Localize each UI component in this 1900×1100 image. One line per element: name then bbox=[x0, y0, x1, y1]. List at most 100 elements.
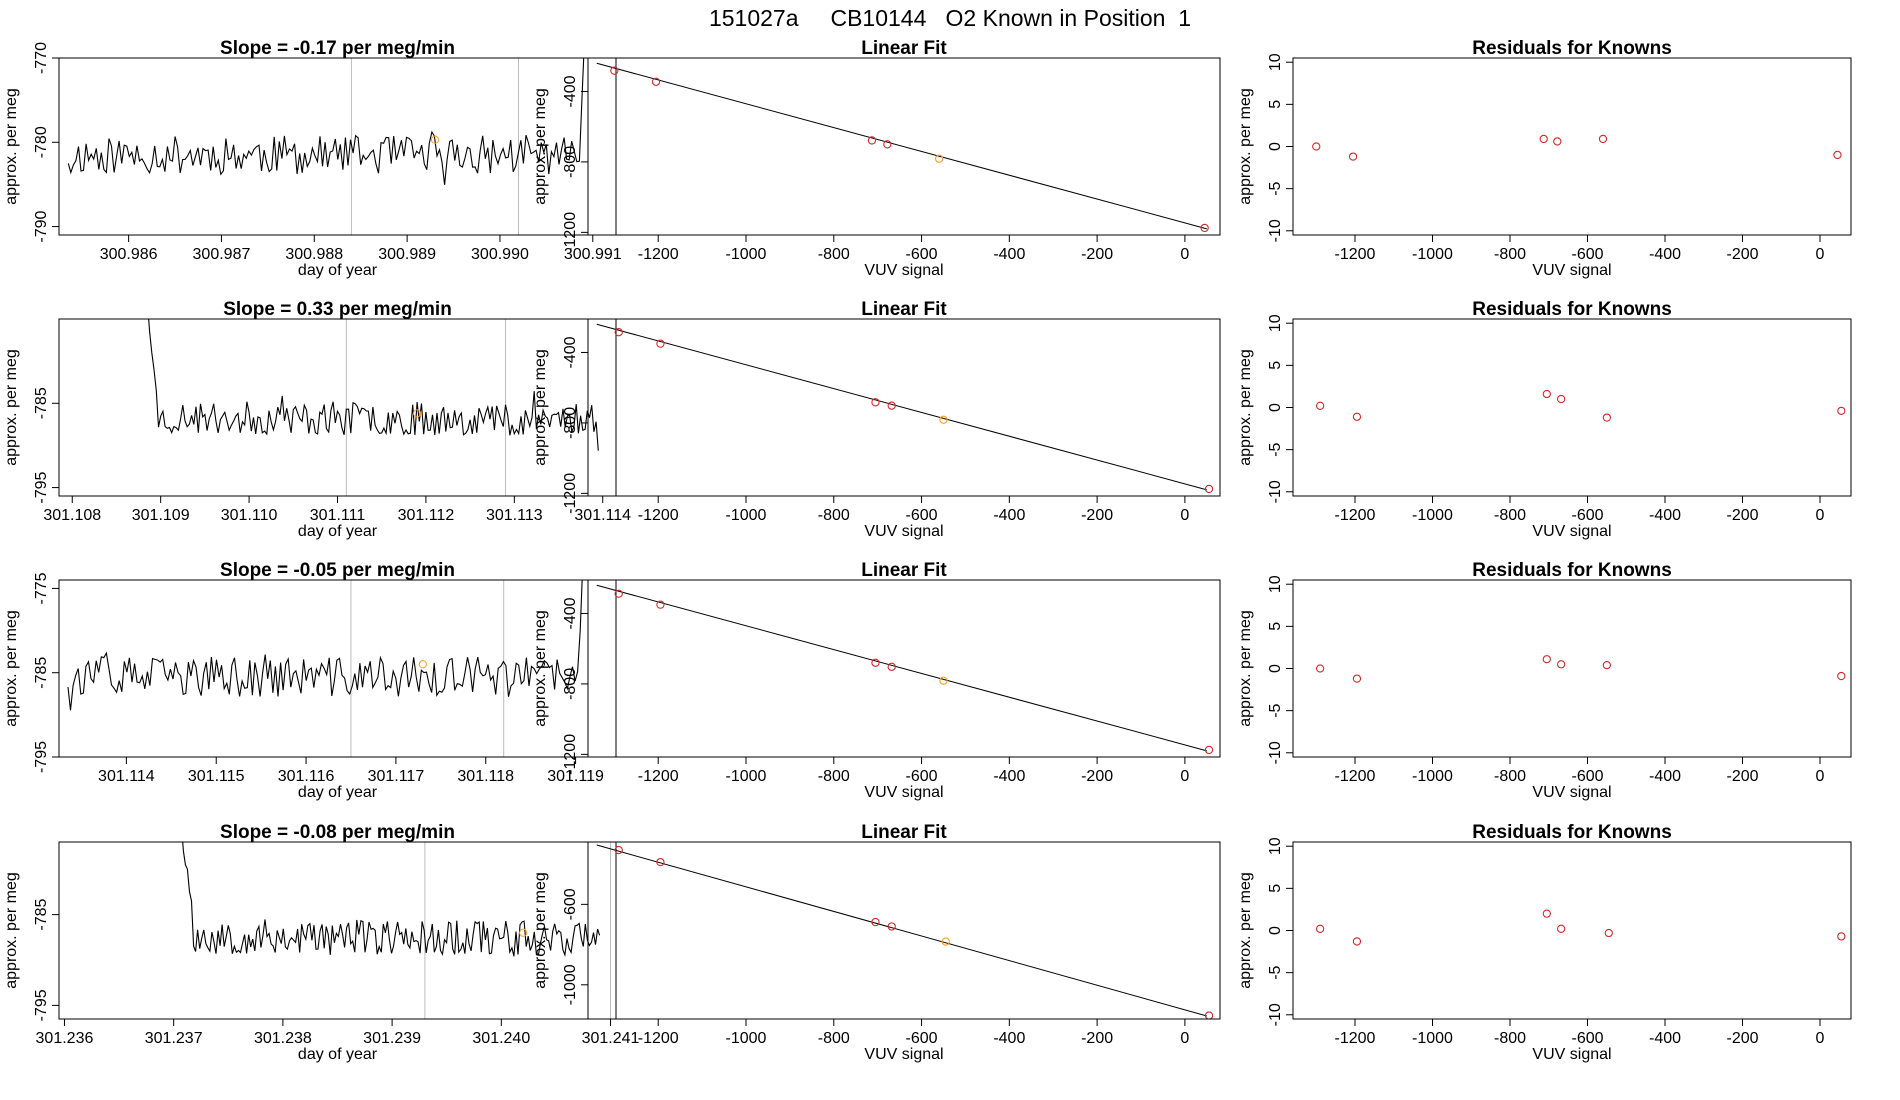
plot-frame bbox=[58, 579, 617, 758]
y-tick-label: -800 bbox=[562, 407, 579, 439]
y-axis-label: approx. per meg bbox=[532, 349, 549, 466]
x-tick-label: 301.110 bbox=[221, 507, 278, 524]
plot-frame bbox=[1292, 57, 1852, 236]
y-tick-label: 5 bbox=[1267, 361, 1284, 370]
data-point bbox=[1315, 664, 1325, 673]
x-tick-label: -200 bbox=[1726, 507, 1758, 524]
x-tick-label: -1200 bbox=[1335, 507, 1376, 524]
panel-fit2: Linear Fit -1200 -1000 -800 -600 -400 -200 0 -12… bbox=[532, 299, 1221, 540]
x-tick-label: -800 bbox=[1494, 1030, 1526, 1047]
x-tick-label: -1000 bbox=[726, 507, 767, 524]
x-tick-label: 301.114 bbox=[574, 507, 631, 524]
figure-title: 151027a CB10144 O2 Known in Position 1 bbox=[709, 5, 1191, 31]
plot-frame bbox=[58, 318, 617, 497]
x-tick-label: -200 bbox=[1081, 507, 1113, 524]
x-tick-label: -400 bbox=[1649, 1030, 1681, 1047]
y-tick-label: -10 bbox=[1267, 1003, 1284, 1026]
panel-res2: Residuals for Knowns-1200 -1000 -800 -600 -4… bbox=[1237, 299, 1852, 540]
x-tick-label: -200 bbox=[1081, 1030, 1113, 1047]
x-tick-label: -200 bbox=[1726, 1030, 1758, 1047]
data-point bbox=[610, 66, 619, 75]
x-tick-label: -400 bbox=[1649, 246, 1681, 263]
x-tick-label: -400 bbox=[993, 768, 1025, 785]
data-point bbox=[614, 845, 623, 855]
series-line bbox=[67, 58, 585, 185]
y-tick-label: 0 bbox=[1267, 926, 1284, 935]
x-tick-label: 0 bbox=[1180, 768, 1189, 785]
y-tick-label: 0 bbox=[1267, 664, 1284, 673]
y-tick-label: -780 bbox=[33, 126, 50, 158]
data-point bbox=[1348, 152, 1358, 161]
x-tick-label: -200 bbox=[1081, 246, 1113, 263]
data-point bbox=[1602, 413, 1612, 422]
data-point bbox=[871, 917, 880, 927]
x-tick-label: 300.991 bbox=[564, 246, 622, 263]
x-tick-label: -1000 bbox=[726, 246, 767, 263]
data-point bbox=[1837, 671, 1846, 681]
plot-area bbox=[67, 58, 585, 235]
fit-line bbox=[596, 584, 1207, 752]
y-tick-label: -785 bbox=[33, 899, 50, 931]
x-tick-label: -200 bbox=[1081, 768, 1113, 785]
x-tick-label: 301.111 bbox=[310, 507, 366, 524]
data-point bbox=[656, 339, 665, 348]
data-point bbox=[1557, 924, 1566, 933]
x-tick-label: -400 bbox=[1649, 768, 1681, 785]
highlight-point bbox=[939, 415, 948, 424]
x-tick-label: -1000 bbox=[1412, 246, 1453, 263]
data-point bbox=[614, 328, 623, 337]
x-tick-label: -1200 bbox=[1335, 768, 1376, 785]
data-point bbox=[887, 662, 896, 671]
x-axis-label: VUV signal bbox=[1532, 523, 1611, 540]
x-tick-label: -600 bbox=[1571, 768, 1603, 785]
panel-title: Residuals for Knowns bbox=[1472, 560, 1672, 581]
plot-area bbox=[1312, 134, 1842, 161]
y-tick-label: -10 bbox=[1267, 219, 1284, 242]
x-tick-label: -200 bbox=[1726, 246, 1758, 263]
y-tick-label: -1200 bbox=[562, 473, 579, 514]
x-tick-label: -600 bbox=[906, 507, 938, 524]
series-line bbox=[67, 580, 583, 711]
data-point bbox=[883, 140, 892, 149]
plot-area bbox=[182, 842, 612, 1019]
x-tick-label: 301.239 bbox=[363, 1030, 421, 1047]
series-line bbox=[148, 319, 599, 451]
x-tick-label: 301.117 bbox=[368, 768, 425, 785]
plot-frame bbox=[58, 57, 617, 236]
panel-grid: Slope = -0.17 per meg/min 300.986 300.987 3… bbox=[3, 38, 1852, 1063]
y-tick-label: 10 bbox=[1267, 575, 1284, 593]
y-axis-label: approx. per meg bbox=[1237, 88, 1254, 205]
data-point bbox=[1312, 142, 1321, 151]
data-point bbox=[867, 136, 877, 145]
y-tick-label: -770 bbox=[33, 42, 50, 74]
x-axis-label: day of year bbox=[298, 523, 378, 540]
y-tick-label: -600 bbox=[562, 888, 579, 920]
panel-fit1: Linear Fit -1200 -1000 -800 -600 -400 -200 0 -12… bbox=[532, 38, 1221, 279]
x-tick-label: -600 bbox=[1571, 507, 1603, 524]
data-point bbox=[1553, 137, 1562, 146]
y-axis-label: approx. per meg bbox=[1237, 872, 1254, 989]
x-tick-label: -600 bbox=[1571, 246, 1603, 263]
plot-frame bbox=[1292, 579, 1852, 758]
panel-title: Residuals for Knowns bbox=[1472, 822, 1672, 843]
x-tick-label: -800 bbox=[1494, 768, 1526, 785]
y-tick-label: -795 bbox=[33, 471, 50, 503]
x-tick-label: 301.236 bbox=[36, 1030, 94, 1047]
highlight-point bbox=[934, 154, 944, 163]
data-point bbox=[887, 922, 896, 931]
plot-frame bbox=[587, 579, 1221, 758]
x-tick-label: -400 bbox=[1649, 507, 1681, 524]
y-tick-label: 10 bbox=[1267, 53, 1284, 71]
panel-title: Slope = -0.17 per meg/min bbox=[220, 38, 455, 59]
highlight-point bbox=[412, 409, 422, 418]
panel-title: Residuals for Knowns bbox=[1472, 38, 1672, 59]
plot-frame bbox=[587, 841, 1221, 1020]
x-tick-label: -1200 bbox=[638, 507, 679, 524]
x-tick-label: 0 bbox=[1180, 1030, 1189, 1047]
panel-ts3: Slope = -0.05 per meg/min 301.114 301.115 3… bbox=[3, 560, 617, 801]
fit-line bbox=[596, 62, 1207, 230]
x-tick-label: -1000 bbox=[1412, 1030, 1453, 1047]
plot-frame bbox=[587, 57, 1221, 236]
y-tick-label: 10 bbox=[1267, 837, 1284, 855]
y-tick-label: -800 bbox=[562, 668, 579, 700]
